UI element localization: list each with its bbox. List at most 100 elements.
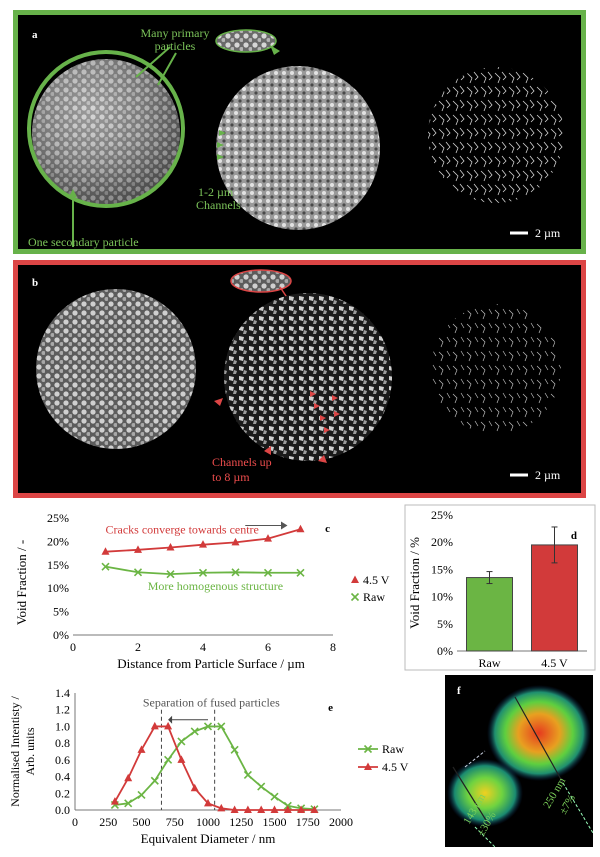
chart-e-x-tick: 1250 bbox=[229, 815, 253, 829]
annotation-channels-b-2: to 8 µm bbox=[212, 470, 250, 484]
chart-e-y-tick: 0.6 bbox=[55, 753, 70, 767]
chart-e-point bbox=[310, 805, 319, 813]
chart-e-point bbox=[243, 805, 252, 813]
chart-c-point bbox=[264, 534, 272, 542]
chart-e-point bbox=[230, 745, 239, 754]
chart-e-point bbox=[124, 773, 133, 782]
chart-c-y-tick: 5% bbox=[53, 605, 69, 619]
chart-e-x-tick: 1750 bbox=[296, 815, 320, 829]
chart-c-x-tick: 6 bbox=[265, 640, 271, 654]
chart-c-point bbox=[296, 568, 305, 577]
chart-e-annotation: Separation of fused particles bbox=[143, 696, 280, 710]
chart-e-y-tick: 1.0 bbox=[55, 719, 70, 733]
chart-e-legend-label: 4.5 V bbox=[382, 760, 409, 774]
scale-bar-b-label: 2 µm bbox=[535, 468, 561, 482]
chart-c-point bbox=[166, 570, 175, 579]
chart-c-y-tick: 0% bbox=[53, 628, 69, 642]
chart-c-legend-label: Raw bbox=[363, 590, 385, 604]
panel-b-imagery bbox=[36, 269, 571, 477]
slice-inset-image bbox=[216, 30, 276, 52]
chart-c-x-tick: 4 bbox=[200, 640, 206, 654]
chart-e-separation-arrowhead bbox=[168, 715, 173, 724]
chart-c: 0% 5% 10% 15% 20% 25% 0 2 4 6 8 Distance from Parti… bbox=[14, 511, 390, 671]
chart-e-point bbox=[217, 722, 226, 731]
chart-e-x-label: Equivalent Diameter / nm bbox=[141, 831, 276, 846]
slice-inset-image-b bbox=[231, 270, 291, 292]
chart-c-point bbox=[231, 537, 240, 546]
chart-e-point bbox=[203, 722, 213, 731]
panel-f-heatmap-image: 143 nm ±30% 250 nm ±7% bbox=[447, 685, 593, 847]
panel-a-imagery bbox=[27, 29, 572, 247]
annotation-secondary-particle: One secondary particle bbox=[28, 235, 139, 249]
chart-d-bar bbox=[466, 577, 513, 652]
chart-c-panel-label: c bbox=[325, 523, 330, 535]
chart-c-point bbox=[166, 542, 175, 551]
chart-e-x-tick: 0 bbox=[72, 815, 78, 829]
chart-e-point bbox=[137, 790, 146, 800]
scale-bar-a-label: 2 µm bbox=[535, 226, 561, 240]
chart-c-point bbox=[101, 562, 110, 571]
chart-e-series-line bbox=[114, 725, 315, 811]
chart-c-x-tick: 8 bbox=[330, 640, 336, 654]
chart-e-y-label-1: Normalised Intentisty / bbox=[8, 696, 22, 807]
chart-c-x-tick: 0 bbox=[70, 640, 76, 654]
chart-c-point bbox=[199, 540, 207, 548]
chart-e-y-tick: 0.8 bbox=[55, 736, 70, 750]
panel-f: 143 nm ±30% 250 nm ±7% f bbox=[445, 675, 593, 847]
chart-e-point bbox=[204, 798, 212, 807]
chart-c-y-tick: 15% bbox=[47, 558, 69, 572]
chart-e-legend-label: Raw bbox=[382, 742, 404, 756]
chart-e-point bbox=[150, 776, 159, 785]
annotation-channels-a-1: 1-2 µm bbox=[198, 185, 234, 199]
crack-map-image bbox=[424, 63, 568, 207]
chart-c-point bbox=[134, 545, 142, 553]
chart-e-point bbox=[137, 745, 146, 753]
chart-e-x-tick: 500 bbox=[133, 815, 151, 829]
chart-e-point bbox=[297, 805, 306, 813]
chart-c-point bbox=[263, 568, 273, 577]
chart-c-legend-marker bbox=[350, 592, 360, 602]
annotation-primary-particles: Many primary particles bbox=[140, 26, 210, 53]
chart-d-y-tick: 15% bbox=[431, 562, 453, 576]
chart-e-x-tick: 1500 bbox=[263, 815, 287, 829]
chart-c-point bbox=[296, 524, 305, 533]
chart-e-x-tick: 1000 bbox=[196, 815, 220, 829]
panel-b: b bbox=[13, 260, 586, 498]
chart-c-y-tick: 25% bbox=[47, 511, 69, 525]
chart-c-x-tick: 2 bbox=[135, 640, 141, 654]
chart-c-y-tick: 20% bbox=[47, 534, 69, 548]
chart-e-point bbox=[177, 737, 186, 746]
chart-c-point bbox=[231, 568, 240, 577]
panel-f-ann-right-2: ±7% bbox=[557, 793, 578, 817]
chart-e-point bbox=[177, 755, 186, 763]
chart-e-point bbox=[257, 805, 266, 813]
chart-e-point bbox=[270, 805, 279, 813]
chart-c-y-tick: 10% bbox=[47, 581, 69, 595]
chart-d-panel-label: d bbox=[571, 530, 577, 542]
chart-e-legend-marker bbox=[363, 744, 373, 754]
chart-e-point bbox=[270, 792, 279, 801]
chart-d-category-label: Raw bbox=[479, 656, 501, 670]
chart-e-point bbox=[230, 805, 239, 813]
chart-e-y-label-2: Arb. units bbox=[23, 727, 37, 775]
panel-b-label: b bbox=[32, 277, 39, 289]
cross-section-slice-image-b bbox=[224, 293, 392, 461]
chart-c-point bbox=[198, 568, 208, 577]
chart-e-point bbox=[190, 727, 199, 736]
chart-e-x-tick: 2000 bbox=[329, 815, 353, 829]
chart-e-series-line bbox=[114, 725, 315, 811]
chart-d-category-label: 4.5 V bbox=[541, 656, 568, 670]
annotation-channels-a-2: Channels bbox=[196, 198, 241, 212]
panel-f-label: f bbox=[457, 685, 461, 697]
chart-c-point bbox=[101, 547, 110, 555]
chart-e-y-tick: 0.2 bbox=[55, 786, 70, 800]
chart-e-y-tick: 0.0 bbox=[55, 803, 70, 817]
chart-c-annotation-homogenous: More homogenous structure bbox=[148, 579, 283, 593]
cross-section-slice-image bbox=[216, 66, 380, 230]
chart-e-x-tick: 750 bbox=[166, 815, 184, 829]
chart-c-x-label: Distance from Particle Surface / µm bbox=[117, 656, 305, 671]
chart-d-y-tick: 10% bbox=[431, 590, 453, 604]
panel-a-label: a bbox=[32, 29, 38, 41]
chart-c-legend-label: 4.5 V bbox=[363, 573, 390, 587]
chart-e-point bbox=[243, 770, 252, 779]
